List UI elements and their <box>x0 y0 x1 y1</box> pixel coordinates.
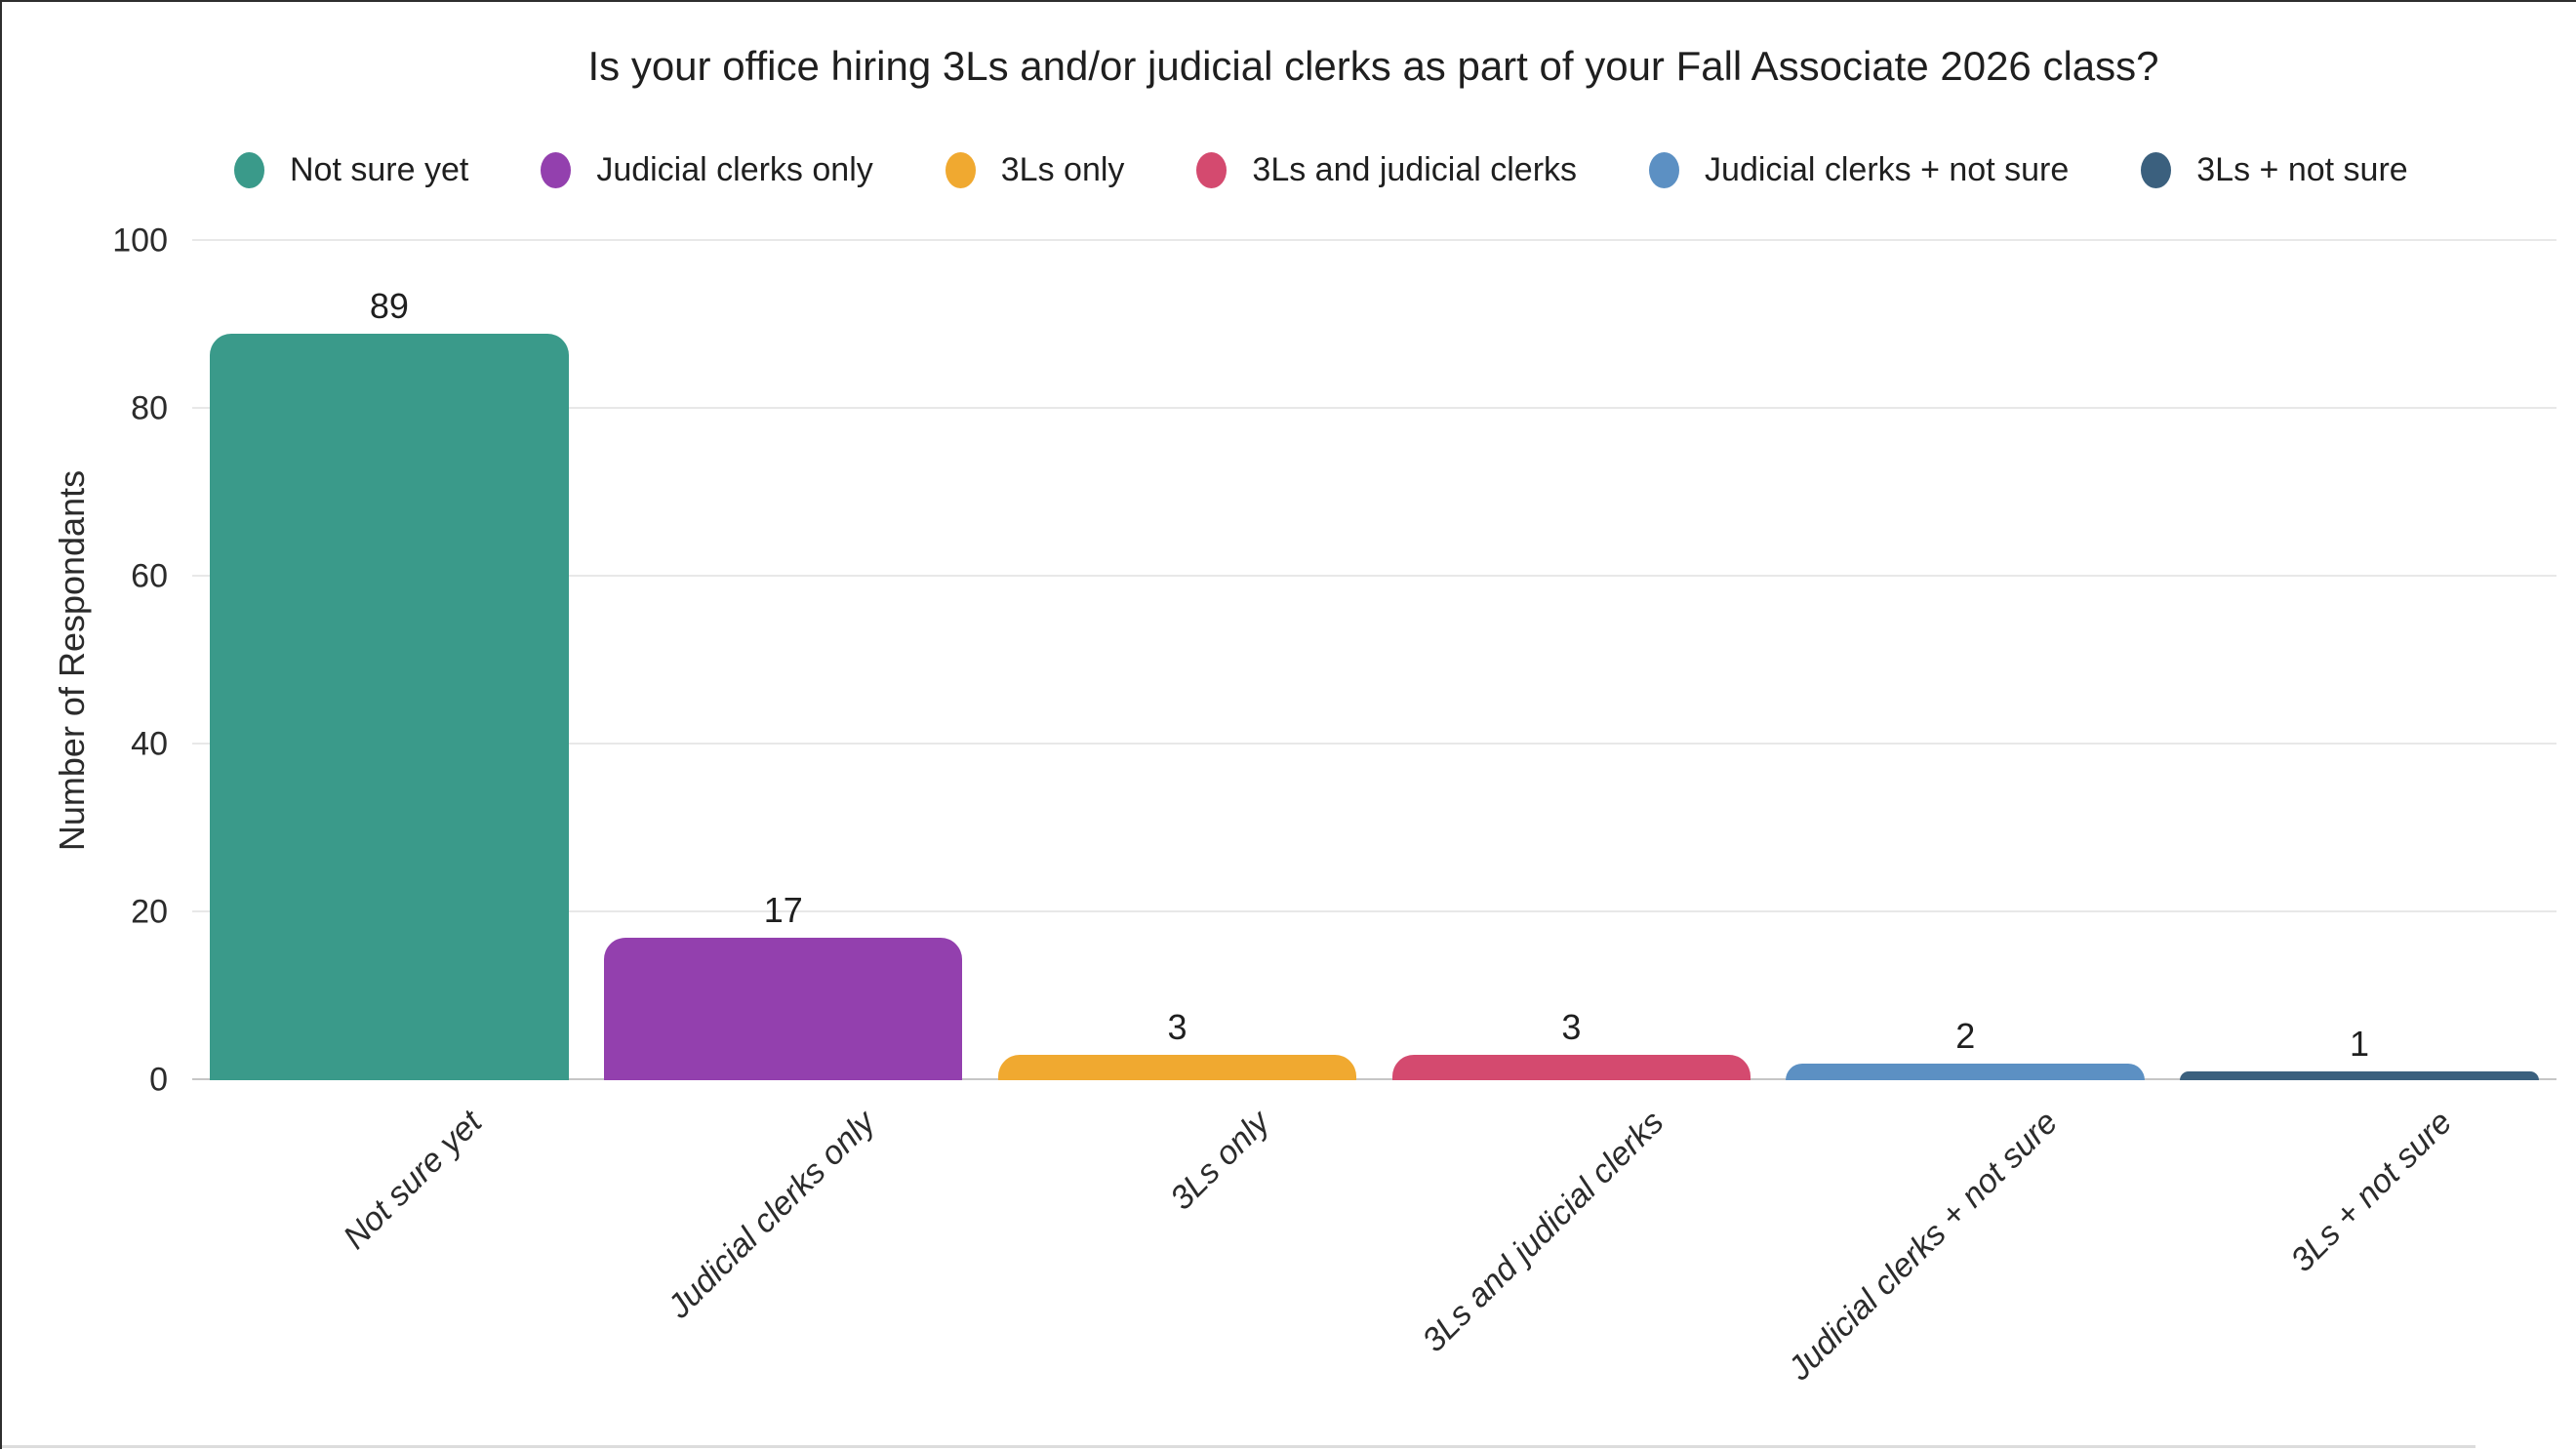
x-tick-label-3ls-only: 3Ls only <box>1163 1104 1277 1218</box>
bar-value-label: 2 <box>1955 1015 1976 1056</box>
legend-item-judicial-clerks-only: Judicial clerks only <box>541 150 873 189</box>
bar-3ls-only <box>997 1055 1357 1080</box>
bar-value-label: 89 <box>369 285 409 326</box>
bar-not-sure-yet <box>210 333 569 1080</box>
bar-slot: 3 <box>1374 241 1768 1080</box>
bar-3ls-not-sure <box>2180 1071 2539 1080</box>
bar-slot: 3 <box>981 241 1375 1080</box>
legend: Not sure yet Judicial clerks only 3Ls only… <box>234 146 2408 193</box>
y-tick-label: 80 <box>131 389 168 427</box>
x-axis-line <box>192 1078 2556 1080</box>
bar-judicial-clerks-not-sure <box>1786 1063 2145 1080</box>
legend-label: Judicial clerks + not sure <box>1705 150 2070 188</box>
bars: 89 17 3 3 2 1 <box>192 241 2556 1080</box>
bar-value-label: 1 <box>2350 1024 2370 1065</box>
bar-value-label: 3 <box>1561 1007 1582 1048</box>
gridline <box>192 407 2556 409</box>
legend-label: 3Ls + not sure <box>2196 150 2408 188</box>
legend-item-3ls-only: 3Ls only <box>945 150 1125 189</box>
bar-slot: 2 <box>1768 241 2162 1080</box>
legend-swatch-icon <box>2141 151 2172 188</box>
y-tick-label: 20 <box>131 893 168 931</box>
gridline <box>192 743 2556 745</box>
bar-judicial-clerks-only <box>604 937 963 1080</box>
x-tick-label-not-sure-yet: Not sure yet <box>336 1104 489 1257</box>
chart-title: Is your office hiring 3Ls and/or judicia… <box>587 43 2159 89</box>
bar-3ls-and-judicial-clerks <box>1391 1055 1751 1080</box>
x-axis-labels: Not sure yet Judicial clerks only 3Ls only… <box>192 1080 2556 1451</box>
x-tick-label-3ls-and-judicial-clerks: 3Ls and judicial clerks <box>1415 1104 1671 1360</box>
y-axis-ticks: 0 20 40 60 80 100 <box>56 222 168 1099</box>
x-tick-label-judicial-clerks-not-sure: Judicial clerks + not sure <box>1781 1104 2066 1388</box>
legend-item-judicial-clerks-not-sure: Judicial clerks + not sure <box>1649 151 2069 189</box>
y-tick-label: 0 <box>149 1061 168 1099</box>
gridline <box>192 239 2556 241</box>
bar-slot: 89 <box>192 241 586 1080</box>
y-tick-label: 100 <box>112 222 168 260</box>
legend-label: Judicial clerks only <box>596 150 873 188</box>
bar-value-label: 3 <box>1167 1007 1187 1048</box>
legend-item-3ls-and-judicial-clerks: 3Ls and judicial clerks <box>1196 151 1577 189</box>
legend-swatch-icon <box>1196 151 1228 188</box>
legend-swatch-icon <box>1649 151 1680 188</box>
bar-slot: 1 <box>2162 241 2556 1080</box>
legend-label: 3Ls only <box>1000 150 1125 188</box>
legend-item-3ls-not-sure: 3Ls + not sure <box>2141 150 2408 189</box>
legend-swatch-icon <box>234 151 264 188</box>
legend-swatch-icon <box>541 151 572 188</box>
legend-swatch-icon <box>945 151 976 188</box>
legend-label: 3Ls and judicial clerks <box>1252 150 1578 188</box>
bar-value-label: 17 <box>763 889 803 930</box>
plot-area: 89 17 3 3 2 1 <box>192 239 2556 1080</box>
legend-label: Not sure yet <box>290 150 469 188</box>
y-tick-label: 40 <box>131 725 168 763</box>
y-tick-label: 60 <box>131 557 168 595</box>
legend-item-not-sure-yet: Not sure yet <box>234 151 468 189</box>
gridline <box>192 575 2556 577</box>
gridline <box>192 910 2556 912</box>
x-tick-label-3ls-not-sure: 3Ls + not sure <box>2283 1104 2459 1279</box>
x-tick-label-judicial-clerks-only: Judicial clerks only <box>661 1104 883 1326</box>
bottom-rule <box>2 1445 2475 1448</box>
bar-slot: 17 <box>586 241 981 1080</box>
